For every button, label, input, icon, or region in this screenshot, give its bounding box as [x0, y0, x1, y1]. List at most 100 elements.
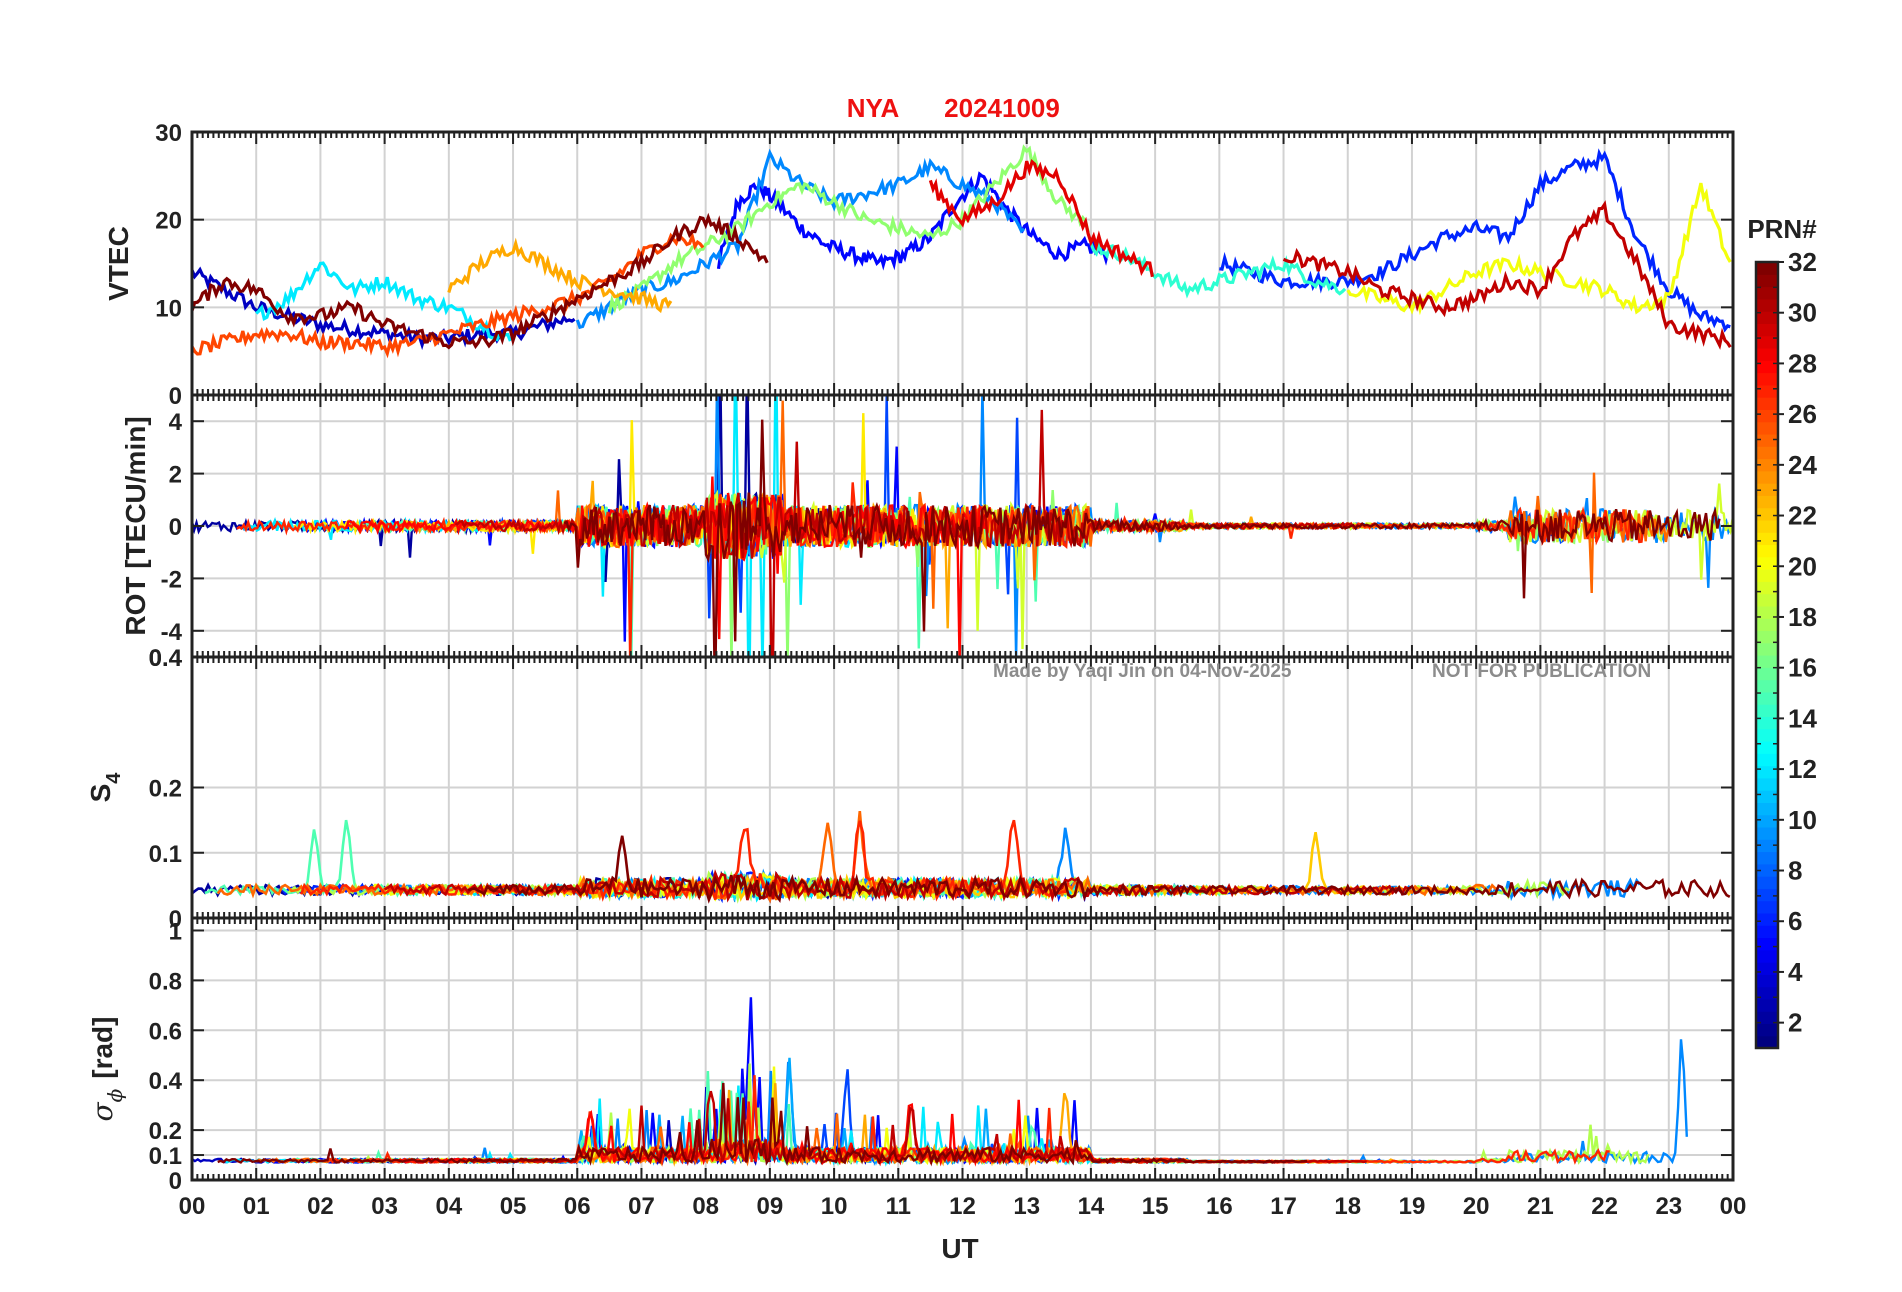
colorbar-segment — [1756, 1011, 1778, 1025]
colorbar-segment — [1756, 679, 1778, 693]
y-tick-label: 0 — [169, 906, 182, 933]
y-tick-label: 30 — [155, 120, 182, 147]
title-date: 20241009 — [944, 93, 1060, 123]
y-tick-label: 0.6 — [149, 1018, 182, 1045]
colorbar-segment — [1756, 605, 1778, 619]
colorbar-tick-label: 24 — [1788, 450, 1817, 480]
colorbar-segment — [1756, 372, 1778, 386]
x-tick-label: 23 — [1655, 1193, 1682, 1220]
s4-line — [467, 835, 1731, 904]
colorbar-tick-label: 16 — [1788, 653, 1817, 683]
colorbar-segment — [1756, 274, 1778, 288]
colorbar-segment — [1756, 1035, 1778, 1049]
colorbar-segment — [1756, 519, 1778, 533]
x-tick-label: 18 — [1334, 1193, 1361, 1220]
colorbar-segment — [1756, 323, 1778, 337]
x-tick-label: 14 — [1078, 1193, 1105, 1220]
colorbar-segment — [1756, 974, 1778, 988]
watermark-notice: NOT FOR PUBLICATION — [1432, 661, 1651, 682]
vtec-line — [575, 148, 1026, 330]
colorbar-segment — [1756, 851, 1778, 865]
y-axis-label-rot: ROT [TECU/min] — [120, 416, 151, 635]
colorbar-segment — [1756, 691, 1778, 705]
x-tick-label: 19 — [1399, 1193, 1426, 1220]
colorbar-segment — [1756, 298, 1778, 312]
y-tick-label: 0.2 — [149, 1118, 182, 1145]
vtec-line — [1219, 148, 1731, 333]
x-tick-label: 07 — [628, 1193, 655, 1220]
colorbar-segment — [1756, 360, 1778, 374]
colorbar-tick-label: 18 — [1788, 602, 1817, 632]
colorbar-tick-label: 14 — [1788, 703, 1817, 733]
colorbar-tick-label: 22 — [1788, 501, 1817, 531]
y-tick-label: 2 — [169, 462, 182, 489]
vtec-line — [607, 144, 1090, 314]
x-tick-label: 11 — [886, 1193, 911, 1220]
y-tick-label: 0.4 — [149, 645, 183, 672]
rot-line — [344, 476, 988, 657]
y-axis-label-vtec: VTEC — [103, 226, 134, 301]
sigma-phi-series — [192, 997, 1688, 1167]
colorbar-segment — [1756, 347, 1778, 361]
colorbar-segment — [1756, 962, 1778, 975]
colorbar-tick-label: 20 — [1788, 551, 1817, 581]
colorbar-segment — [1756, 753, 1778, 767]
y-tick-label: 0.8 — [149, 968, 182, 995]
y-tick-label: 0.2 — [149, 776, 182, 803]
colorbar-segment — [1756, 949, 1778, 963]
y-axis-label-s4: S4 — [85, 772, 125, 803]
colorbar-segment — [1756, 888, 1778, 902]
y-tick-label: -4 — [161, 619, 183, 646]
colorbar-label: PRN# — [1747, 214, 1817, 244]
colorbar-segment — [1756, 470, 1778, 484]
colorbar-segment — [1756, 262, 1778, 275]
colorbar-segment — [1756, 433, 1778, 447]
colorbar-tick-label: 30 — [1788, 298, 1817, 328]
colorbar-segment — [1756, 630, 1778, 644]
colorbar-segment — [1756, 814, 1778, 828]
vtec-line — [928, 158, 1154, 278]
y-tick-label: 20 — [155, 208, 182, 235]
x-axis: 00 01 02 03 04 05 06 07 08 09 10 11 12 13 14 15 16 17 18 19… — [179, 1193, 1747, 1220]
colorbar-segment — [1756, 925, 1778, 939]
colorbar-segment — [1756, 311, 1778, 325]
x-tick-label: 21 — [1527, 1193, 1554, 1220]
colorbar-segment — [1756, 642, 1778, 656]
colorbar-segment — [1756, 876, 1778, 889]
s4-series — [192, 810, 1731, 904]
y-tick-label: 0 — [169, 1168, 182, 1195]
colorbar-tick-label: 2 — [1788, 1008, 1802, 1038]
watermark-credit: Made by Yaqi Jin on 04-Nov-2025 — [993, 661, 1292, 682]
colorbar-tick-label: 32 — [1788, 247, 1817, 277]
x-tick-label: 16 — [1206, 1193, 1233, 1220]
vtec-line — [1089, 239, 1347, 299]
vtec-line — [192, 212, 769, 350]
colorbar-segment — [1756, 544, 1778, 558]
vtec-line — [716, 171, 1110, 271]
y-tick-label: 10 — [155, 295, 182, 322]
colorbar-segment — [1756, 409, 1778, 423]
vtec-line — [447, 237, 673, 314]
rot-line — [563, 419, 1721, 657]
colorbar-tick-label: 26 — [1788, 399, 1817, 429]
rot-series — [192, 395, 1733, 657]
colorbar-tick-label: 6 — [1788, 906, 1802, 936]
y-tick-label: 0 — [169, 514, 182, 541]
vtec-series — [192, 144, 1732, 359]
colorbar-segment — [1756, 740, 1778, 754]
colorbar-segment — [1756, 912, 1778, 926]
x-tick-label: 01 — [243, 1193, 270, 1220]
y-axis-label-sigma-phi: σϕ[rad] — [86, 1017, 127, 1122]
colorbar-segment — [1756, 802, 1778, 816]
colorbar-segment — [1756, 704, 1778, 718]
colorbar-segment — [1756, 384, 1778, 398]
colorbar-segment — [1756, 483, 1778, 496]
colorbar-segment — [1756, 507, 1778, 521]
x-tick-label: 22 — [1591, 1193, 1618, 1220]
colorbar-segment — [1756, 1023, 1778, 1037]
x-axis-label: UT — [941, 1233, 978, 1264]
colorbar-tick-label: 8 — [1788, 856, 1802, 886]
x-tick-label: 13 — [1013, 1193, 1040, 1220]
colorbar-segment — [1756, 446, 1778, 460]
